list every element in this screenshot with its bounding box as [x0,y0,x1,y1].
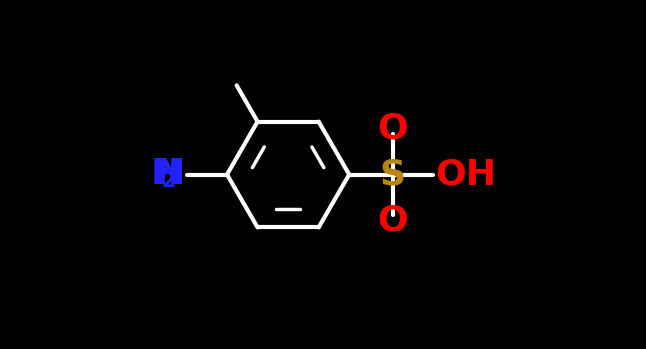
Text: H: H [151,157,181,192]
Text: N: N [155,157,185,192]
Text: 2: 2 [162,171,176,192]
Text: OH: OH [435,157,497,192]
Text: O: O [377,203,408,237]
Text: S: S [380,157,406,192]
Text: O: O [377,112,408,146]
